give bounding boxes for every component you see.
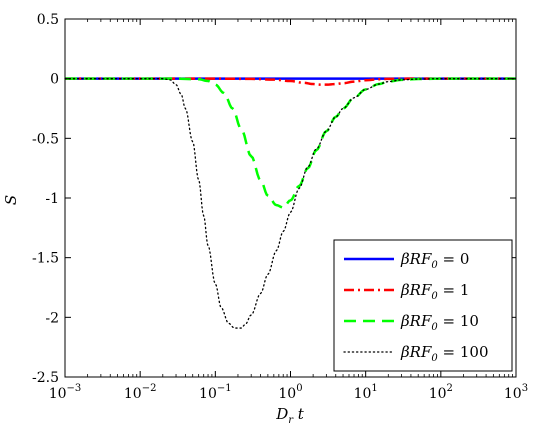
y-tick-label: 0 xyxy=(50,72,59,88)
legend-box xyxy=(333,239,513,372)
y-tick-label: -1 xyxy=(45,191,59,207)
x-tick-label: 10−2 xyxy=(124,383,157,402)
y-tick-label: -2.5 xyxy=(32,370,59,386)
series-layer xyxy=(64,77,517,329)
ticks-layer: 0.5 0 -0.5 -1 -1.5 -2 -2.510−3 10−2 10−1 100 101 10… xyxy=(32,12,528,402)
y-tick-label: -2 xyxy=(45,310,59,326)
x-axis-label: Dr t xyxy=(275,405,305,426)
x-tick-label: 102 xyxy=(429,383,453,402)
x-tick-label: 10−3 xyxy=(49,383,82,402)
y-axis-label: S xyxy=(2,195,20,205)
series-line-1 xyxy=(65,77,516,86)
legend: βRF0 = 0 βRF0 = 1 βRF0 = 10 βRF0 = 100 xyxy=(333,239,513,372)
x-tick-label: 103 xyxy=(504,383,528,402)
y-tick-label: 0.5 xyxy=(37,12,59,28)
legend-label-3: βRF0 = 100 xyxy=(400,343,489,364)
x-tick-label: 101 xyxy=(354,383,378,402)
x-tick-label: 10−1 xyxy=(199,383,232,402)
x-tick-label: 100 xyxy=(278,383,302,402)
series-line-3 xyxy=(64,78,517,329)
legend-label-1: βRF0 = 1 xyxy=(400,281,469,302)
y-tick-label: -0.5 xyxy=(32,131,59,147)
legend-label-2: βRF0 = 10 xyxy=(400,312,479,333)
legend-label-0: βRF0 = 0 xyxy=(400,250,469,271)
y-tick-label: -1.5 xyxy=(32,251,59,267)
